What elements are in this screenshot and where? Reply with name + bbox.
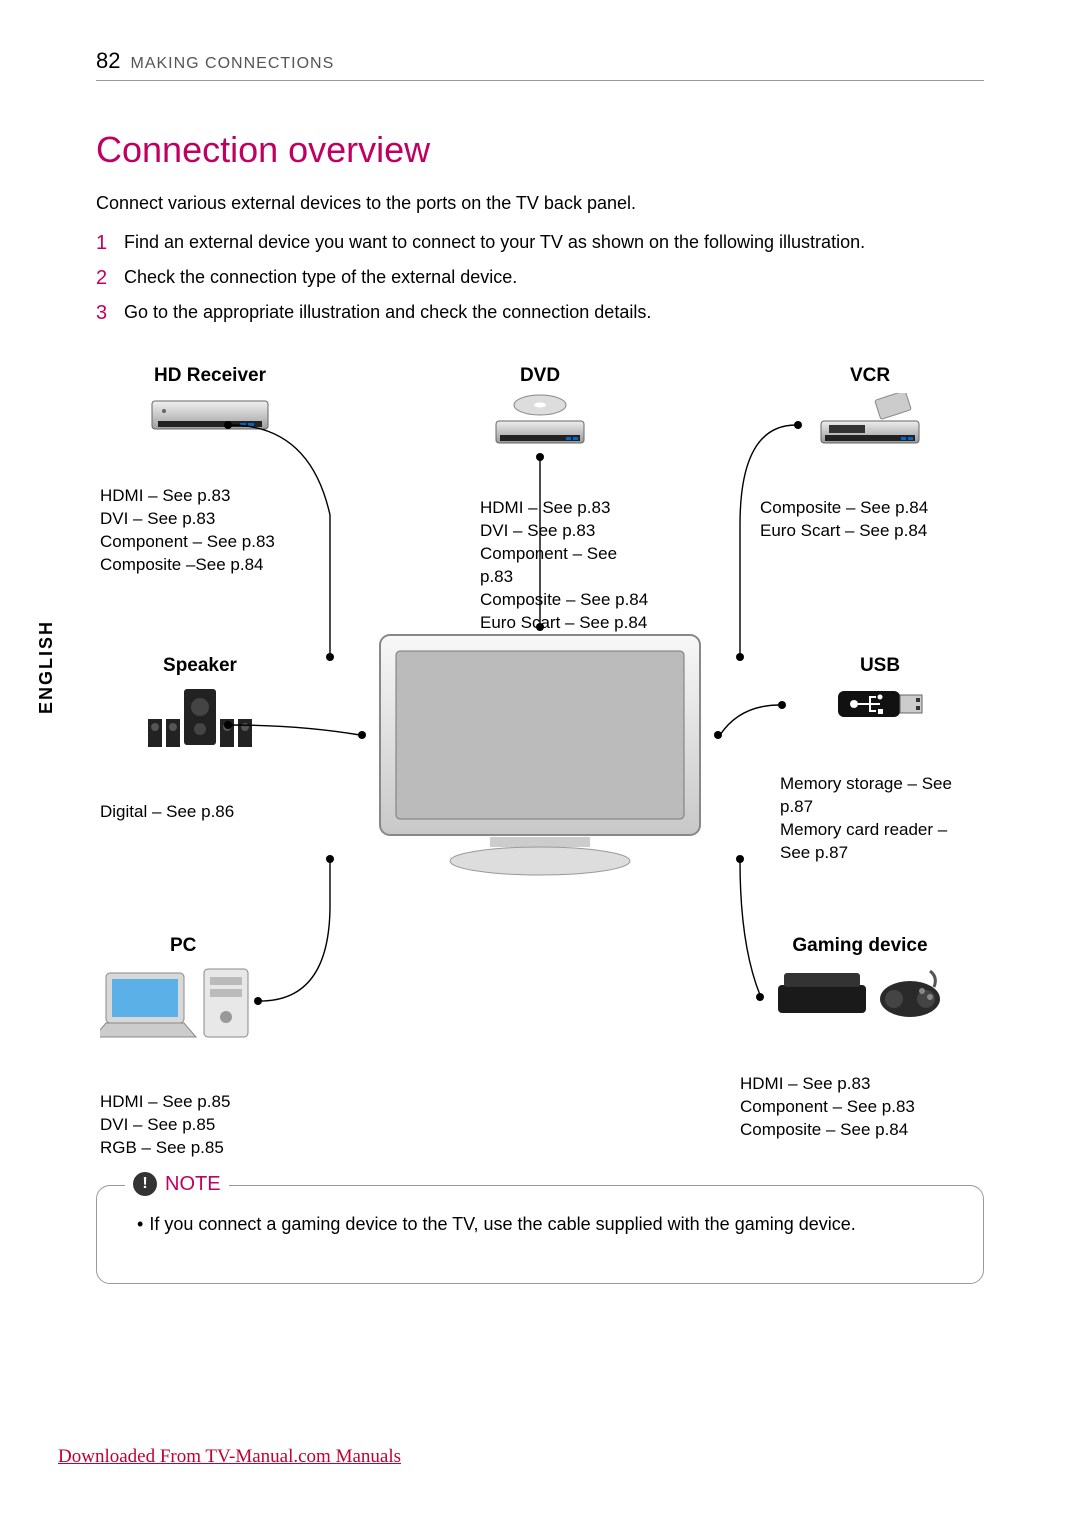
device-info: HDMI – See p.83 DVI – See p.83 Component…: [480, 497, 650, 635]
device-info: Composite – See p.84 Euro Scart – See p.…: [760, 497, 980, 543]
device-info: HDMI – See p.85 DVI – See p.85 RGB – See…: [100, 1091, 320, 1160]
step-item: 3Go to the appropriate illustration and …: [96, 302, 984, 325]
note-text-body: If you connect a gaming device to the TV…: [149, 1214, 855, 1235]
tv-icon: [370, 625, 710, 885]
step-text: Find an external device you want to conn…: [124, 232, 865, 253]
device-hd-receiver: HD Receiver HDMI – See p.83 DVI – See p.…: [100, 365, 320, 577]
intro-text: Connect various external devices to the …: [96, 193, 984, 214]
device-title: Gaming device: [740, 935, 980, 957]
device-title: DVD: [430, 365, 650, 387]
info-line: Memory card reader – See p.87: [780, 819, 980, 865]
info-line: Digital – See p.86: [100, 801, 300, 824]
note-header: ! NOTE: [125, 1172, 229, 1196]
info-line: Component – See p.83: [480, 543, 650, 589]
page-title: Connection overview: [96, 129, 984, 171]
info-line: DVI – See p.83: [100, 508, 320, 531]
device-info: Memory storage – See p.87 Memory card re…: [780, 773, 980, 865]
note-body: • If you connect a gaming device to the …: [137, 1214, 955, 1235]
info-line: HDMI – See p.83: [480, 497, 650, 520]
device-title: USB: [780, 655, 980, 677]
device-gaming: Gaming device HDMI – See p.83 Component …: [740, 935, 980, 1142]
pc-icon: [100, 963, 320, 1043]
device-usb: USB Memory storage – See p.87 Memory car…: [780, 655, 980, 865]
info-line: Composite –See p.84: [100, 554, 320, 577]
device-info: HDMI – See p.83 Component – See p.83 Com…: [740, 1073, 980, 1142]
hd-receiver-icon: [100, 393, 320, 437]
note-icon: !: [133, 1172, 157, 1196]
info-line: Memory storage – See p.87: [780, 773, 980, 819]
note-box: ! NOTE • If you connect a gaming device …: [96, 1185, 984, 1284]
footer-link[interactable]: Downloaded From TV-Manual.com Manuals: [58, 1446, 401, 1468]
device-dvd: DVD HDMI – See p.83 DVI – See p.83 Compo…: [430, 365, 650, 635]
info-line: DVI – See p.83: [480, 520, 650, 543]
info-line: HDMI – See p.85: [100, 1091, 320, 1114]
info-line: Composite – See p.84: [760, 497, 980, 520]
usb-icon: [780, 683, 980, 725]
info-line: HDMI – See p.83: [100, 485, 320, 508]
info-line: Composite – See p.84: [740, 1119, 980, 1142]
device-info: HDMI – See p.83 DVI – See p.83 Component…: [100, 485, 320, 577]
device-title: VCR: [760, 365, 980, 387]
dvd-icon: [430, 393, 650, 449]
page-header: 82 MAKING CONNECTIONS: [96, 48, 984, 81]
language-sidebar: ENGLISH: [36, 620, 57, 714]
step-text: Go to the appropriate illustration and c…: [124, 302, 651, 323]
info-line: Component – See p.83: [740, 1096, 980, 1119]
speaker-icon: [100, 683, 300, 753]
device-title: Speaker: [100, 655, 300, 677]
info-line: RGB – See p.85: [100, 1137, 320, 1160]
step-number: 3: [96, 302, 124, 325]
device-pc: PC HDMI – See p.85 DVI – See p.85 RGB – …: [100, 935, 320, 1160]
device-title: PC: [170, 935, 320, 957]
device-speaker: Speaker Digital – See p.86: [100, 655, 300, 824]
info-line: Component – See p.83: [100, 531, 320, 554]
steps-list: 1Find an external device you want to con…: [96, 232, 984, 325]
step-text: Check the connection type of the externa…: [124, 267, 517, 288]
device-title: HD Receiver: [100, 365, 320, 387]
info-line: Composite – See p.84: [480, 589, 650, 612]
device-vcr: VCR Composite – See p.84 Euro Scart – Se…: [760, 365, 980, 543]
section-label: MAKING CONNECTIONS: [130, 55, 334, 73]
device-info: Digital – See p.86: [100, 801, 300, 824]
page-number: 82: [96, 48, 120, 74]
step-item: 2Check the connection type of the extern…: [96, 267, 984, 290]
info-line: Euro Scart – See p.84: [760, 520, 980, 543]
connection-diagram: HD Receiver HDMI – See p.83 DVI – See p.…: [100, 365, 980, 1145]
gaming-icon: [740, 963, 980, 1025]
step-number: 2: [96, 267, 124, 290]
info-line: HDMI – See p.83: [740, 1073, 980, 1096]
step-item: 1Find an external device you want to con…: [96, 232, 984, 255]
vcr-icon: [760, 393, 980, 449]
bullet: •: [137, 1214, 143, 1235]
step-number: 1: [96, 232, 124, 255]
info-line: DVI – See p.85: [100, 1114, 320, 1137]
note-label: NOTE: [165, 1173, 221, 1196]
